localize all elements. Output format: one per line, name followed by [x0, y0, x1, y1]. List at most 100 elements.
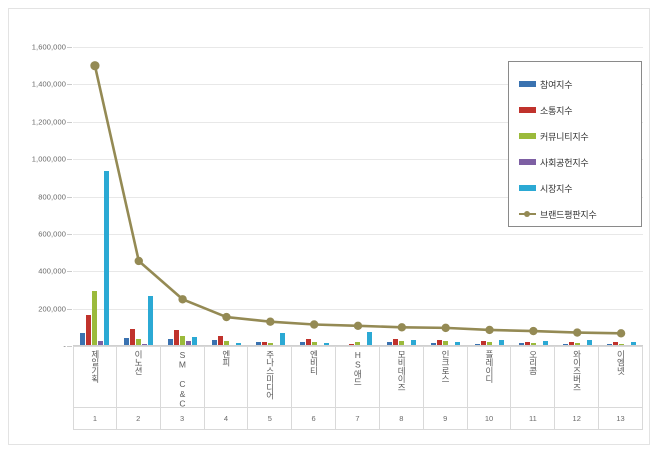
bar-1: [568, 342, 574, 346]
y-axis-tick-mark: [67, 84, 72, 86]
y-axis-tick-mark: [67, 271, 72, 273]
line-marker: [616, 329, 626, 338]
category-label: 제일기획: [90, 350, 101, 383]
line-marker: [222, 312, 231, 322]
bar-4: [586, 340, 592, 346]
bar-0: [387, 342, 393, 346]
category-cell: 모비데이즈: [380, 347, 424, 407]
category-index: 9: [424, 408, 468, 429]
x-axis-line: [73, 345, 643, 346]
bar-4: [148, 296, 154, 346]
y-axis-tick-label: -: [63, 341, 66, 351]
legend-item[interactable]: 시장지수: [519, 175, 641, 201]
bar-0: [255, 341, 261, 346]
legend-item[interactable]: 소통지수: [519, 97, 641, 123]
bar-3: [98, 341, 104, 346]
y-axis-tick-mark: [67, 233, 72, 235]
category-label: 모비데이즈: [396, 350, 407, 392]
line-marker: [353, 321, 363, 331]
legend-color-swatch: [519, 185, 536, 191]
bar-3: [142, 343, 148, 346]
y-axis-tick-label: 1,600,000: [31, 42, 66, 52]
line-marker: [441, 323, 450, 333]
category-label: 이노션: [133, 350, 144, 375]
legend-line-swatch: [519, 211, 536, 217]
legend-label: 소통지수: [540, 105, 573, 116]
y-axis-tick-mark: [67, 196, 72, 198]
y-axis-tick-mark: [67, 47, 72, 48]
legend-label: 시장지수: [540, 183, 573, 194]
bar-0: [299, 341, 305, 346]
category-label: 오리콤: [528, 350, 539, 375]
category-index: 10: [468, 408, 512, 429]
category-cell: 이엠넷: [599, 347, 643, 407]
bar-group: [161, 47, 205, 346]
bar-4: [104, 171, 110, 346]
bar-2: [399, 341, 405, 346]
bar-2: [530, 342, 536, 346]
legend-item[interactable]: 참여지수: [519, 71, 641, 97]
category-cell: 제일기획: [73, 347, 117, 407]
bar-0: [475, 343, 481, 346]
y-axis-tick-label: 600,000: [38, 229, 66, 239]
line-marker: [309, 320, 319, 329]
category-label: 플레이디: [484, 350, 495, 383]
bar-0: [431, 342, 437, 346]
bar-1: [393, 339, 399, 346]
chart-frame: 1,600,000 1,400,000 1,200,000 1,000,000 800,…: [8, 8, 650, 445]
bar-1: [86, 315, 92, 346]
category-label: HS애드: [352, 350, 363, 386]
bar-1: [130, 328, 136, 346]
bar-group: [73, 47, 117, 346]
bar-1: [481, 341, 487, 346]
category-cell: SM C&C: [161, 347, 205, 409]
gridline: [73, 159, 643, 161]
legend-item[interactable]: 커뮤니티지수: [519, 123, 641, 149]
bar-4: [542, 340, 548, 346]
category-label: SM C&C: [177, 350, 188, 409]
bar-1: [437, 340, 443, 346]
category-index-band: 1 2 3 4 5 6 7 8 9 10 11 12 13: [73, 408, 643, 430]
bar-1: [174, 329, 180, 346]
category-label: 주나스미디어: [265, 350, 276, 400]
category-index: 8: [380, 408, 424, 429]
gridline: [73, 47, 643, 48]
bar-4: [499, 339, 505, 346]
bar-4: [411, 340, 417, 346]
category-cell: 플레이디: [468, 347, 512, 407]
category-cell: 인크로스: [424, 347, 468, 407]
bar-2: [311, 341, 317, 346]
y-axis-tick-mark: [67, 346, 72, 347]
line-marker: [397, 323, 407, 332]
category-cell: 이노션: [117, 347, 161, 407]
bar-2: [92, 291, 98, 346]
line-marker: [266, 317, 275, 326]
line-marker: [178, 295, 187, 304]
bar-0: [80, 333, 86, 346]
category-cell: 엔비티: [292, 347, 337, 407]
bar-0: [124, 337, 130, 346]
gridline: [73, 84, 643, 86]
legend-color-swatch: [519, 107, 536, 113]
line-marker: [485, 325, 494, 335]
bar-4: [279, 333, 285, 346]
bar-2: [574, 343, 580, 346]
y-axis-tick-mark: [67, 121, 72, 123]
bar-1: [524, 342, 530, 346]
bar-1: [305, 338, 311, 346]
category-label: 엔피: [221, 350, 232, 367]
bar-series-layer: [73, 47, 643, 346]
category-index: 13: [599, 408, 643, 429]
line-marker: [529, 326, 538, 336]
legend-item[interactable]: 브랜드평판지수: [519, 201, 641, 227]
category-index: 11: [511, 408, 556, 429]
category-label: 인크로스: [440, 350, 451, 383]
legend-item[interactable]: 사회공헌지수: [519, 149, 641, 175]
legend-label: 브랜드평판지수: [540, 209, 597, 220]
bar-1: [349, 343, 355, 346]
bar-2: [267, 343, 273, 346]
category-index: 4: [205, 408, 249, 429]
y-axis-tick-label: 1,200,000: [31, 117, 66, 127]
legend-color-swatch: [519, 133, 536, 139]
